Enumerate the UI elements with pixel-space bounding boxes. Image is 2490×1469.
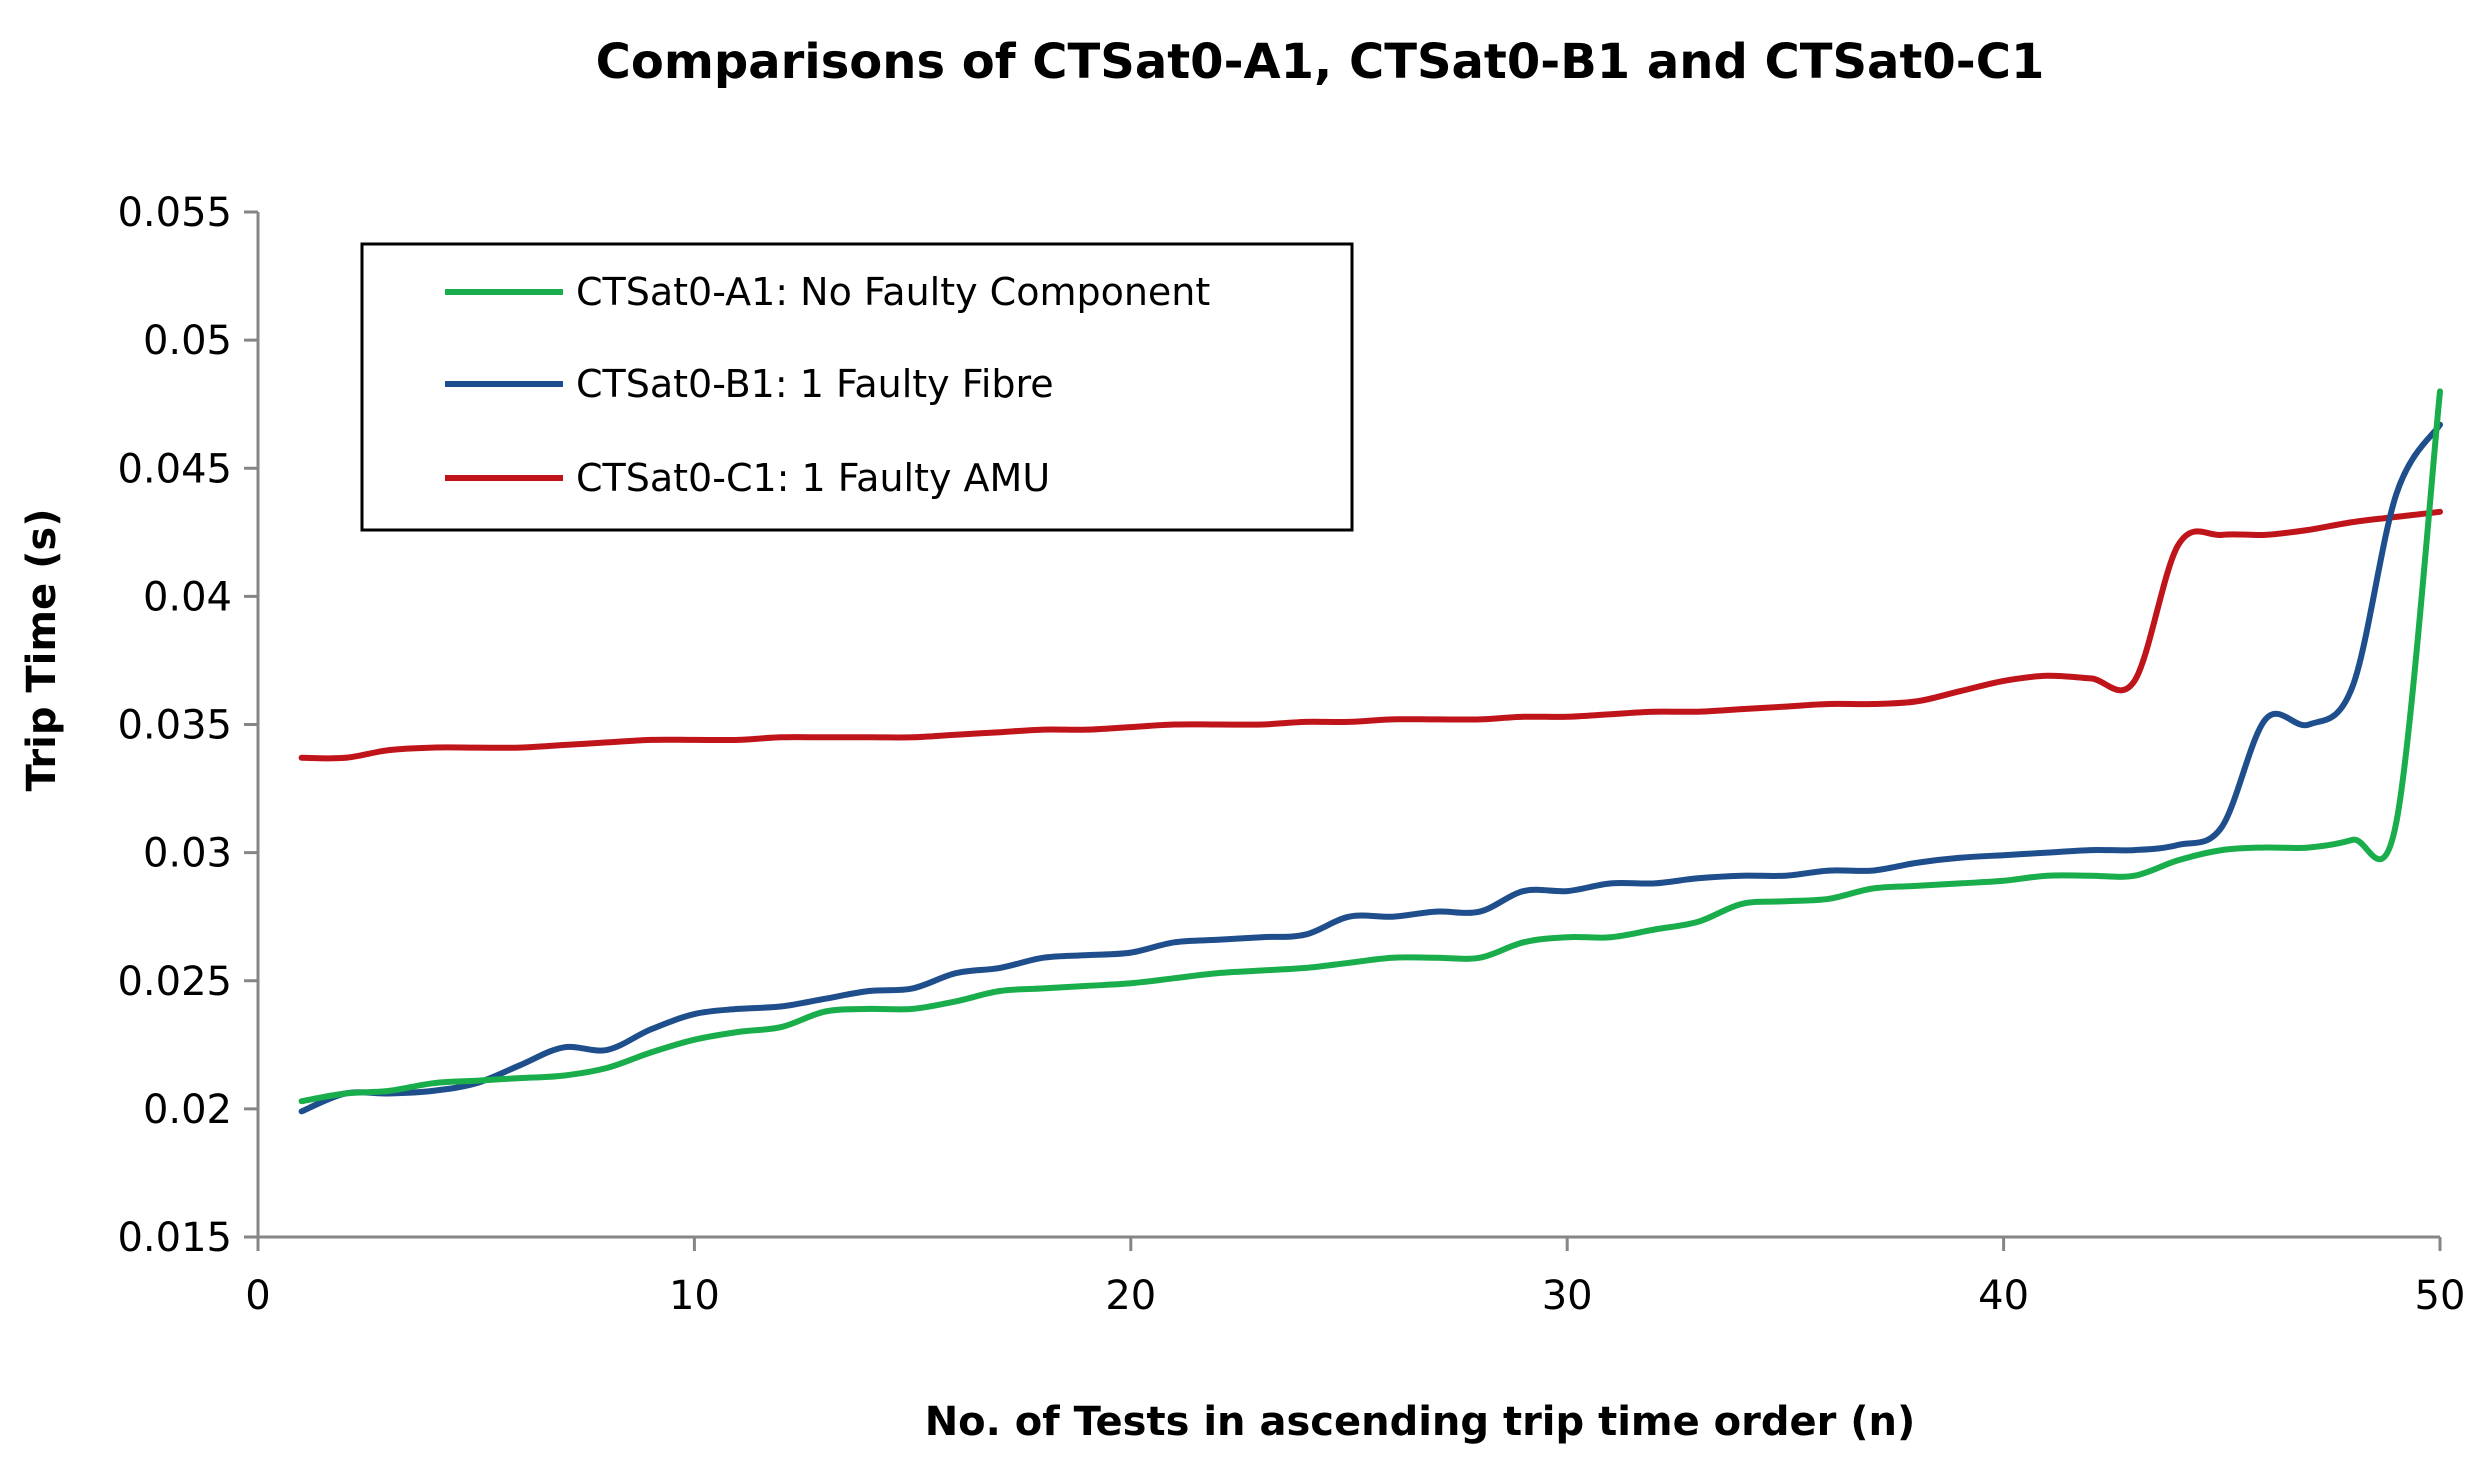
y-tick-label: 0.05 [143, 318, 232, 364]
y-tick-label: 0.015 [117, 1215, 232, 1261]
series-line-c1 [298, 508, 2443, 762]
axes: 0.015 0.02 0.025 0.03 0.035 0.04 0.045 0.05 0.05… [117, 190, 2465, 1319]
x-tick-label: 30 [1542, 1273, 1593, 1319]
legend-label: CTSat0-A1: No Faulty Component [576, 270, 1210, 314]
legend: CTSat0-A1: No Faulty Component CTSat0-B1:… [360, 242, 1354, 532]
y-tick-label: 0.04 [143, 574, 232, 620]
series-line-a1 [298, 388, 2443, 1105]
series-line-b1 [298, 421, 2443, 1115]
legend-item-c1: CTSat0-C1: 1 Faulty AMU [445, 456, 1050, 500]
y-axis-label: Trip Time (s) [19, 509, 65, 792]
x-tick-label: 10 [669, 1273, 720, 1319]
y-tick-label: 0.025 [117, 959, 232, 1005]
y-tick-label: 0.045 [117, 446, 232, 492]
legend-item-b1: CTSat0-B1: 1 Faulty Fibre [445, 362, 1054, 406]
x-tick-label: 0 [245, 1273, 270, 1319]
y-tick-label: 0.035 [117, 703, 232, 749]
legend-label: CTSat0-C1: 1 Faulty AMU [576, 456, 1050, 500]
y-tick-label: 0.03 [143, 831, 232, 877]
chart-title: Comparisons of CTSat0-A1, CTSat0-B1 and … [596, 34, 2045, 90]
x-tick-label: 50 [2415, 1273, 2466, 1319]
series-layer [298, 388, 2443, 1115]
y-tick-label: 0.02 [143, 1087, 232, 1133]
legend-label: CTSat0-B1: 1 Faulty Fibre [576, 362, 1054, 406]
legend-item-a1: CTSat0-A1: No Faulty Component [445, 270, 1210, 314]
x-tick-label: 20 [1105, 1273, 1156, 1319]
x-tick-label: 40 [1978, 1273, 2029, 1319]
y-tick-label: 0.055 [117, 190, 232, 236]
x-axis-label: No. of Tests in ascending trip time orde… [925, 1399, 1916, 1445]
